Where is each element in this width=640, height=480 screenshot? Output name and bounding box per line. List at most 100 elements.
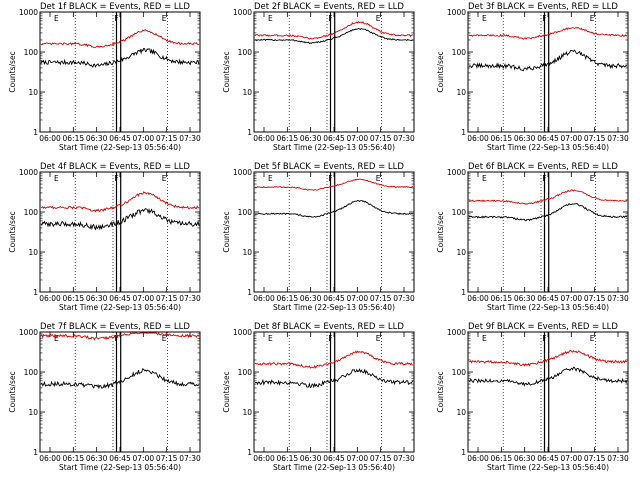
- marker-label: E: [268, 334, 273, 343]
- marker-label: E: [482, 174, 487, 183]
- x-tick-label: 06:00: [467, 454, 489, 463]
- x-tick-label: 07:15: [584, 294, 606, 303]
- y-tick-label: 10: [28, 88, 38, 97]
- y-tick-label: 1000: [19, 8, 38, 17]
- x-tick-label: 06:45: [323, 294, 345, 303]
- x-tick-label: 07:15: [370, 294, 392, 303]
- x-tick-label: 07:00: [347, 294, 369, 303]
- panel-title: Det 4f BLACK = Events, RED = LLD: [40, 162, 190, 172]
- y-tick-label: 100: [452, 368, 467, 377]
- y-axis-label: Counts/sec: [222, 371, 231, 412]
- x-tick-label: 06:00: [253, 134, 275, 143]
- panel-det-6: Det 6f BLACK = Events, RED = LLD E F E 1 10 10…: [436, 162, 629, 312]
- x-tick-label: 07:00: [133, 294, 155, 303]
- panel-det-5: Det 5f BLACK = Events, RED = LLD E F E 1 10 10…: [222, 162, 415, 312]
- y-tick-label: 100: [452, 48, 467, 57]
- marker-label: F: [114, 174, 118, 183]
- y-tick-label: 1000: [233, 8, 252, 17]
- x-tick-label: 07:30: [179, 294, 201, 303]
- series-line-events: [468, 202, 628, 222]
- x-tick-label: 06:45: [109, 454, 131, 463]
- x-tick-label: 06:30: [86, 294, 108, 303]
- x-tick-label: 07:00: [561, 134, 583, 143]
- y-tick-label: 10: [28, 408, 38, 417]
- marker-label: E: [54, 334, 59, 343]
- plot-frame: [253, 331, 415, 453]
- y-tick-label: 10: [456, 248, 466, 257]
- y-tick-label: 10: [28, 248, 38, 257]
- x-tick-label: 06:15: [491, 294, 513, 303]
- x-tick-label: 06:30: [514, 454, 536, 463]
- x-tick-label: 06:30: [300, 454, 322, 463]
- plot-frame: [467, 11, 629, 133]
- x-tick-label: 06:30: [300, 294, 322, 303]
- y-tick-label: 100: [238, 368, 253, 377]
- x-tick-label: 07:00: [561, 454, 583, 463]
- y-tick-label: 1000: [233, 328, 252, 337]
- marker-label: E: [268, 14, 273, 23]
- marker-label: E: [162, 14, 167, 23]
- series-line-events: [255, 368, 414, 389]
- y-axis-label: Counts/sec: [436, 371, 445, 412]
- x-tick-label: 06:00: [39, 134, 61, 143]
- y-tick-label: 1: [33, 128, 38, 137]
- marker-label: F: [542, 174, 546, 183]
- y-tick-label: 100: [24, 208, 39, 217]
- x-tick-label: 06:30: [514, 294, 536, 303]
- y-tick-label: 1: [461, 448, 466, 457]
- series-line-lld: [468, 189, 628, 205]
- marker-label: F: [328, 174, 332, 183]
- y-tick-label: 1000: [19, 168, 38, 177]
- x-tick-label: 07:30: [179, 454, 201, 463]
- y-tick-label: 1000: [19, 328, 38, 337]
- x-tick-label: 07:00: [133, 454, 155, 463]
- series-line-lld: [254, 350, 414, 369]
- y-tick-label: 100: [452, 208, 467, 217]
- series-line-events: [468, 49, 628, 72]
- x-tick-label: 07:00: [347, 454, 369, 463]
- x-tick-label: 06:45: [537, 134, 559, 143]
- x-tick-label: 06:15: [277, 294, 299, 303]
- x-tick-label: 06:15: [277, 134, 299, 143]
- y-tick-label: 10: [242, 408, 252, 417]
- x-axis-label: Start Time (22-Sep-13 05:56:40): [59, 463, 181, 472]
- plot-frame: [467, 171, 629, 293]
- panel-title: Det 5f BLACK = Events, RED = LLD: [254, 162, 404, 172]
- marker-label: F: [114, 14, 118, 23]
- panel-det-9: Det 9f BLACK = Events, RED = LLD E F E 1 10 10…: [436, 322, 629, 472]
- x-tick-label: 06:00: [39, 294, 61, 303]
- x-tick-label: 07:30: [607, 134, 629, 143]
- y-tick-label: 100: [24, 368, 39, 377]
- marker-label: E: [162, 334, 167, 343]
- panel-title: Det 9f BLACK = Events, RED = LLD: [468, 322, 618, 332]
- x-tick-label: 06:45: [109, 294, 131, 303]
- x-axis-label: Start Time (22-Sep-13 05:56:40): [59, 303, 181, 312]
- x-axis-label: Start Time (22-Sep-13 05:56:40): [487, 143, 609, 152]
- series-line-events: [468, 366, 628, 387]
- panel-det-3: Det 3f BLACK = Events, RED = LLD E F E 1 10 10…: [436, 2, 629, 152]
- series-line-lld: [40, 191, 200, 213]
- x-tick-label: 06:45: [323, 134, 345, 143]
- x-tick-label: 06:30: [514, 134, 536, 143]
- marker-label: E: [54, 14, 59, 23]
- x-tick-label: 07:15: [584, 134, 606, 143]
- y-tick-label: 100: [238, 208, 253, 217]
- plot-frame: [253, 11, 415, 133]
- x-tick-label: 06:45: [109, 134, 131, 143]
- series-line-lld: [254, 20, 414, 40]
- panel-det-4: Det 4f BLACK = Events, RED = LLD E F E 1 10 10…: [8, 162, 201, 312]
- x-axis-label: Start Time (22-Sep-13 05:56:40): [487, 463, 609, 472]
- series-line-lld: [40, 29, 200, 49]
- x-tick-label: 07:30: [393, 134, 415, 143]
- x-tick-label: 07:15: [156, 134, 178, 143]
- panel-title: Det 1f BLACK = Events, RED = LLD: [40, 2, 190, 12]
- y-tick-label: 1: [461, 128, 466, 137]
- y-tick-label: 10: [242, 248, 252, 257]
- marker-label: F: [542, 334, 546, 343]
- x-tick-label: 07:00: [561, 294, 583, 303]
- x-tick-label: 06:00: [467, 134, 489, 143]
- marker-label: E: [590, 334, 595, 343]
- series-line-events: [40, 367, 200, 390]
- x-axis-label: Start Time (22-Sep-13 05:56:40): [59, 143, 181, 152]
